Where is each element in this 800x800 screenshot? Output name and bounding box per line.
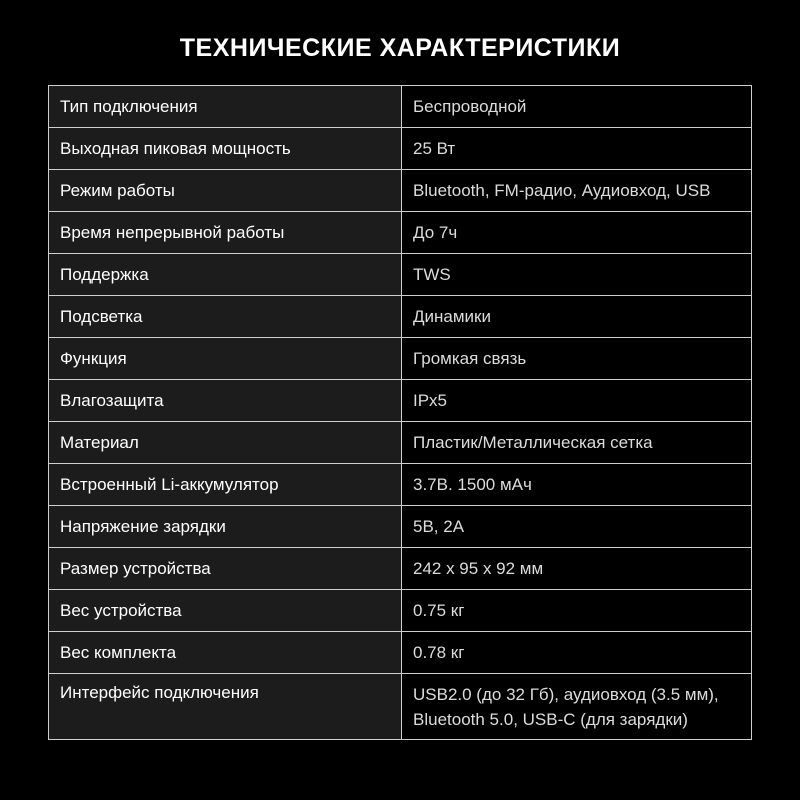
spec-value: 3.7В. 1500 мАч xyxy=(401,463,752,506)
spec-value: Динамики xyxy=(401,295,752,338)
table-row: Тип подключения Беспроводной xyxy=(48,85,752,128)
spec-value-line: Bluetooth 5.0, USB-C (для зарядки) xyxy=(413,709,688,729)
spec-label: Вес устройства xyxy=(48,589,402,632)
spec-label: Поддержка xyxy=(48,253,402,296)
spec-table: Тип подключения Беспроводной Выходная пико… xyxy=(48,85,752,740)
spec-label: Выходная пиковая мощность xyxy=(48,127,402,170)
spec-value: TWS xyxy=(401,253,752,296)
table-row: Поддержка TWS xyxy=(48,253,752,296)
table-row: Подсветка Динамики xyxy=(48,295,752,338)
spec-value-line: USB2.0 (до 32 Гб), аудиовход (3.5 мм), xyxy=(413,684,719,704)
spec-label: Вес комплекта xyxy=(48,631,402,674)
table-row: Вес комплекта 0.78 кг xyxy=(48,631,752,674)
spec-value: Bluetooth, FM-радио, Аудиовход, USB xyxy=(401,169,752,212)
spec-label: Размер устройства xyxy=(48,547,402,590)
spec-value: До 7ч xyxy=(401,211,752,254)
table-row: Выходная пиковая мощность 25 Вт xyxy=(48,127,752,170)
table-row: Встроенный Li-аккумулятор 3.7В. 1500 мАч xyxy=(48,463,752,506)
table-row: Функция Громкая связь xyxy=(48,337,752,380)
table-row: Интерфейс подключения USB2.0 (до 32 Гб), … xyxy=(48,673,752,740)
spec-value: USB2.0 (до 32 Гб), аудиовход (3.5 мм), Bl… xyxy=(401,673,752,740)
spec-label: Функция xyxy=(48,337,402,380)
spec-label: Влагозащита xyxy=(48,379,402,422)
spec-label: Подсветка xyxy=(48,295,402,338)
table-row: Время непрерывной работы До 7ч xyxy=(48,211,752,254)
spec-value: 25 Вт xyxy=(401,127,752,170)
spec-value: Громкая связь xyxy=(401,337,752,380)
spec-label: Режим работы xyxy=(48,169,402,212)
spec-value: IPx5 xyxy=(401,379,752,422)
spec-value: Беспроводной xyxy=(401,85,752,128)
table-row: Размер устройства 242 х 95 х 92 мм xyxy=(48,547,752,590)
table-row: Влагозащита IPx5 xyxy=(48,379,752,422)
spec-label: Тип подключения xyxy=(48,85,402,128)
spec-value: 0.78 кг xyxy=(401,631,752,674)
spec-label: Напряжение зарядки xyxy=(48,505,402,548)
page-title: ТЕХНИЧЕСКИЕ ХАРАКТЕРИСТИКИ xyxy=(179,34,621,62)
spec-value: Пластик/Металлическая сетка xyxy=(401,421,752,464)
spec-label: Интерфейс подключения xyxy=(48,673,402,740)
spec-label: Встроенный Li-аккумулятор xyxy=(48,463,402,506)
spec-label: Время непрерывной работы xyxy=(48,211,402,254)
table-row: Вес устройства 0.75 кг xyxy=(48,589,752,632)
table-row: Режим работы Bluetooth, FM-радио, Аудиовх… xyxy=(48,169,752,212)
spec-label: Материал xyxy=(48,421,402,464)
spec-value: 5В, 2А xyxy=(401,505,752,548)
spec-value: 0.75 кг xyxy=(401,589,752,632)
spec-value: 242 х 95 х 92 мм xyxy=(401,547,752,590)
table-row: Напряжение зарядки 5В, 2А xyxy=(48,505,752,548)
table-row: Материал Пластик/Металлическая сетка xyxy=(48,421,752,464)
